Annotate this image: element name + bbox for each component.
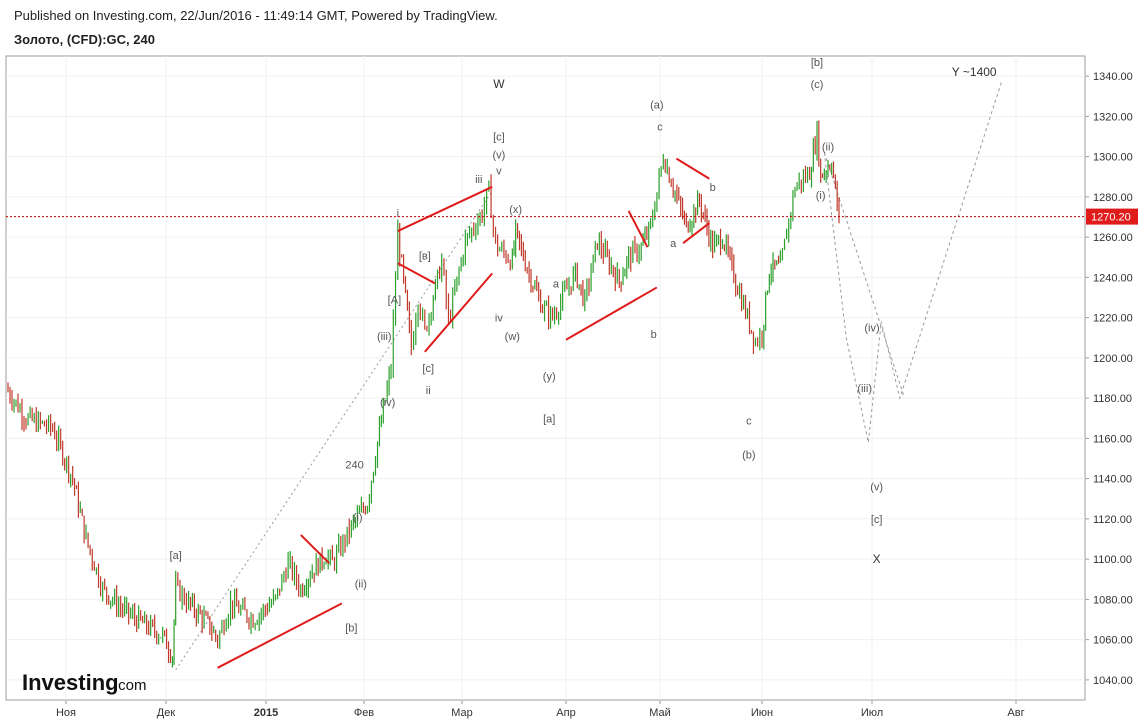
trendline [682,222,710,244]
wave-label: [b] [345,623,357,635]
wave-label: (i) [816,190,826,202]
wave-label: iv [495,313,503,325]
trendline [397,262,436,285]
y-tick-label: 1300.00 [1093,152,1133,164]
trendline [565,286,658,341]
wave-label: [c] [493,132,505,144]
x-tick-label: Мар [451,707,473,719]
wave-label: (x) [509,204,522,216]
x-tick-label: Май [649,707,671,719]
wave-label: (b) [742,450,755,462]
wave-label: [в] [419,250,431,262]
published-line: Published on Investing.com, 22/Jun/2016 … [14,8,498,23]
plot-frame [5,55,1086,701]
wave-label: c [746,415,752,427]
symbol-title: Золото, (CFD):GC, 240 [14,32,155,47]
wave-label: a [553,278,560,290]
trendline [424,272,493,353]
x-tick-label: Дек [157,707,176,719]
y-tick-label: 1160.00 [1093,433,1132,445]
y-tick-label: 1120.00 [1093,514,1132,526]
x-tick-label: Авг [1007,707,1024,719]
wave-label: (v) [870,482,883,494]
wave-label: iii [475,174,482,186]
wave-label: (w) [505,331,520,343]
y-tick-label: 1060.00 [1093,635,1133,647]
trendline [397,185,493,232]
wave-label: [c] [871,514,883,526]
wave-label: ii [426,385,431,397]
y-tick-label: 1280.00 [1093,192,1133,204]
y-tick-label: 1220.00 [1093,313,1133,325]
x-tick-label: Июл [861,707,883,719]
logo-brand: Investing [22,670,119,695]
wave-label: a [670,238,677,250]
dotted-trend-guide [175,190,493,671]
wave-label: (iv) [380,397,395,409]
wave-label: W [493,77,505,91]
x-tick-label: Апр [556,707,575,719]
y-tick-label: 1080.00 [1093,594,1133,606]
wave-label: (iii) [857,383,872,395]
y-tick-label: 1240.00 [1093,272,1133,284]
x-tick-label: Июн [751,707,773,719]
trendline [300,534,330,564]
y-tick-label: 1180.00 [1093,393,1132,405]
wave-label: [a] [543,413,555,425]
y-tick-label: 1340.00 [1093,71,1133,83]
x-tick-label: 2015 [254,707,278,719]
wave-label: (a) [650,99,663,111]
x-tick-label: Фев [354,707,374,719]
wave-label: X [873,552,881,566]
wave-label: 240 [345,460,363,472]
trendline [675,157,710,180]
wave-label: b [710,182,716,194]
y-tick-label: 1140.00 [1093,474,1132,486]
logo-domain: .com [114,677,147,694]
x-tick-label: Ноя [56,707,76,719]
y-tick-label: 1260.00 [1093,232,1133,244]
wave-label: (i) [353,512,363,524]
wave-label: v [496,166,502,178]
wave-label: [b] [811,57,823,69]
wave-label: (iii) [377,331,392,343]
y-tick-label: 1320.00 [1093,111,1133,123]
wave-label: (ii) [355,578,367,590]
wave-label: (iv) [864,323,879,335]
wave-label: (v) [492,150,505,162]
trendline [217,602,343,669]
wave-label: c [657,121,663,133]
y-tick-label: 1200.00 [1093,353,1133,365]
wave-label: (y) [543,371,556,383]
current-price-badge [1086,208,1138,225]
y-tick-label: 1040.00 [1093,675,1133,687]
wave-label: i [397,208,399,220]
current-price-label: 1270.20 [1091,212,1131,224]
wave-label: (ii) [822,142,834,154]
investing-logo[interactable]: Investing .com [22,670,147,695]
wave-label: [A] [388,295,401,307]
wave-label: [c] [422,363,434,375]
wave-label: (c) [811,79,824,91]
wave-label: [a] [170,550,182,562]
wave-label: Y ~1400 [952,65,997,79]
wave-label: b [651,329,657,341]
y-tick-label: 1100.00 [1093,554,1132,566]
projection-path [823,79,1003,443]
